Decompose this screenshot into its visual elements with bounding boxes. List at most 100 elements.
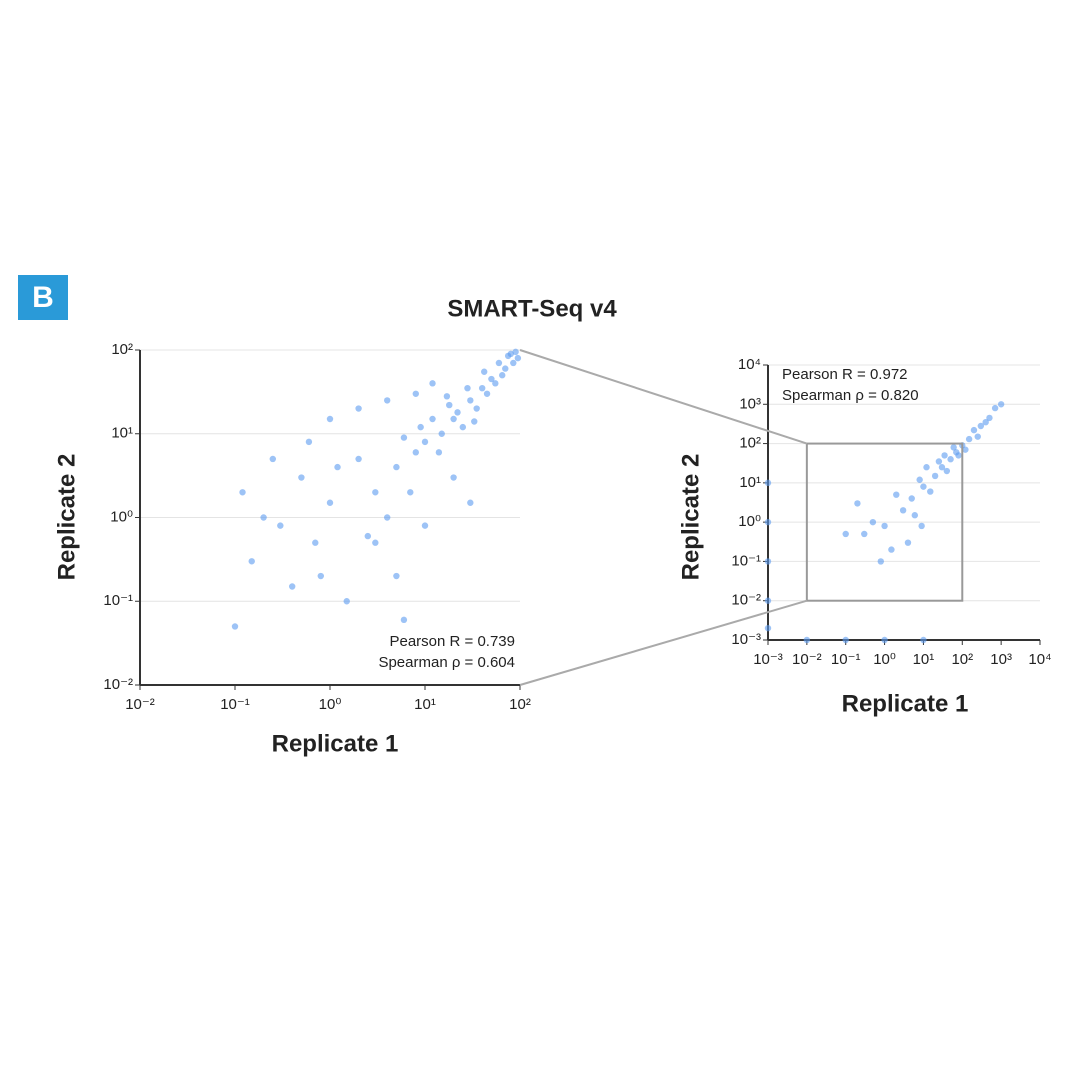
point: [269, 455, 277, 463]
y-axis-label: Replicate 2: [53, 454, 80, 581]
zoom-connector: [519, 599, 808, 686]
point: [970, 426, 978, 434]
point: [920, 483, 927, 490]
point: [997, 401, 1005, 408]
point: [364, 532, 372, 540]
point: [467, 397, 474, 404]
point: [305, 438, 313, 446]
point: [412, 390, 419, 397]
x-tick-label: 10⁻²: [125, 696, 155, 713]
point: [372, 489, 379, 496]
zoom-box: [805, 442, 964, 602]
point: [941, 452, 948, 459]
point: [400, 616, 408, 624]
point: [429, 415, 436, 423]
point: [499, 372, 506, 379]
point: [372, 539, 379, 546]
y-tick-label: 10⁻¹: [731, 552, 761, 569]
point: [248, 558, 255, 565]
point: [935, 458, 943, 465]
y-tick-label: 10⁻¹: [103, 592, 133, 609]
point: [803, 636, 811, 644]
point: [842, 636, 849, 644]
point: [504, 352, 512, 360]
x-tick-label: 10⁻³: [753, 651, 783, 668]
point: [421, 522, 429, 529]
point: [298, 474, 305, 481]
point: [343, 598, 350, 605]
annotation: Spearman ρ = 0.604: [378, 654, 515, 671]
point: [438, 430, 445, 437]
x-tick-label: 10⁰: [873, 651, 896, 668]
point: [454, 409, 461, 416]
x-tick-label: 10⁰: [319, 696, 342, 713]
point: [483, 390, 491, 397]
point: [446, 401, 453, 409]
point: [467, 499, 474, 506]
point: [965, 435, 973, 443]
y-tick-label: 10⁰: [738, 513, 761, 530]
point: [877, 558, 885, 565]
point: [355, 405, 362, 412]
x-tick-label: 10¹: [414, 696, 436, 713]
annotation: Pearson R = 0.972: [782, 366, 908, 383]
point: [450, 415, 457, 423]
point: [239, 489, 246, 496]
point: [400, 434, 408, 441]
chart-title: SMART-Seq v4: [447, 295, 617, 322]
point: [986, 414, 993, 422]
point: [881, 522, 888, 530]
point: [947, 456, 954, 463]
point: [854, 500, 861, 507]
point: [920, 636, 927, 644]
point: [277, 522, 284, 529]
x-tick-label: 10⁻¹: [831, 651, 861, 668]
y-tick-label: 10³: [739, 395, 761, 412]
point: [488, 375, 495, 383]
point: [429, 380, 436, 387]
point: [334, 463, 341, 471]
point: [495, 359, 503, 367]
x-tick-label: 10⁻¹: [220, 696, 250, 713]
point: [899, 507, 907, 514]
point: [908, 495, 915, 502]
point: [412, 449, 419, 456]
point: [514, 354, 522, 362]
point: [904, 539, 912, 546]
y-tick-label: 10⁴: [738, 356, 761, 373]
y-axis-label: Replicate 2: [677, 454, 704, 581]
point: [502, 365, 509, 372]
point: [991, 404, 999, 412]
point: [355, 455, 362, 463]
point: [943, 467, 951, 475]
point: [288, 583, 296, 590]
point: [911, 512, 919, 519]
point: [312, 539, 319, 546]
point: [842, 530, 849, 538]
point: [326, 415, 334, 423]
point: [916, 476, 923, 483]
x-axis-label: Replicate 1: [842, 690, 969, 717]
y-tick-label: 10⁻³: [731, 631, 761, 648]
annotation: Spearman ρ = 0.820: [782, 387, 919, 404]
point: [764, 518, 772, 526]
point: [443, 393, 451, 400]
y-tick-label: 10⁻²: [731, 592, 761, 609]
point: [923, 464, 930, 471]
x-tick-label: 10¹: [913, 651, 935, 668]
y-tick-label: 10⁻²: [103, 676, 133, 693]
point: [450, 474, 457, 481]
point: [481, 368, 488, 375]
point: [407, 489, 414, 496]
point: [512, 348, 519, 356]
panel-badge: [18, 275, 68, 320]
point: [974, 433, 981, 440]
point: [950, 444, 957, 451]
point: [977, 422, 985, 430]
y-tick-label: 10²: [739, 435, 761, 452]
point: [938, 464, 946, 471]
point: [393, 572, 400, 580]
point: [888, 546, 895, 553]
